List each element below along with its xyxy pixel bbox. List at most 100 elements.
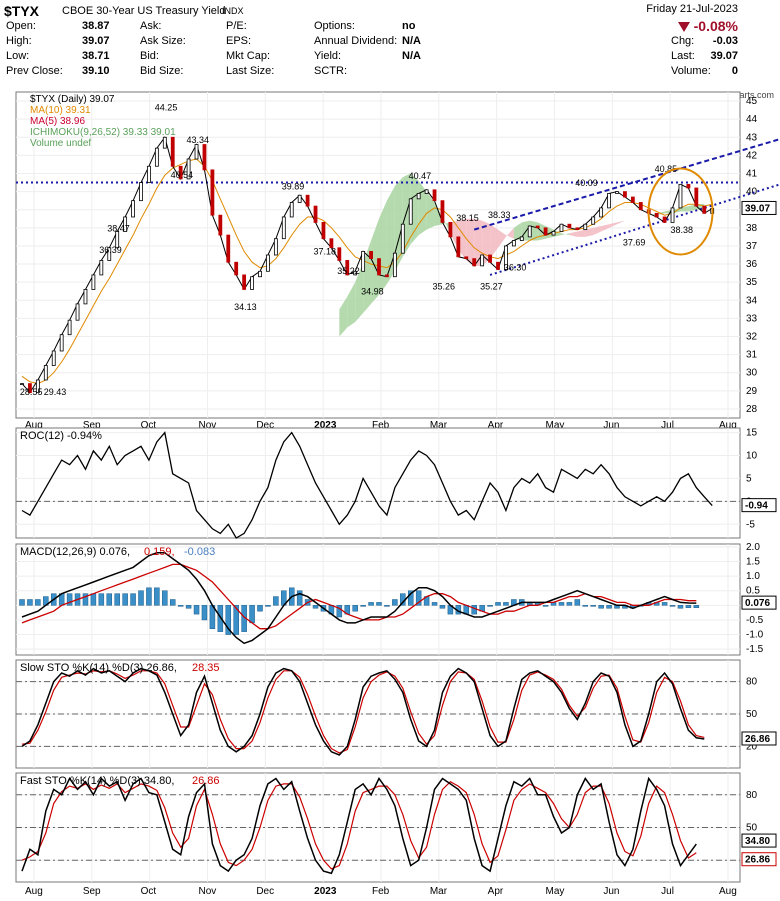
- macd-histogram-bar: [225, 605, 232, 635]
- ichimoku-cloud-segment: [474, 218, 483, 266]
- price-candle: [583, 223, 588, 231]
- ichimoku-cloud-segment: [363, 240, 372, 313]
- bottom-x-axis-month-label: Nov: [199, 886, 217, 897]
- price-candle: [377, 258, 381, 276]
- macd-histogram-bar: [169, 599, 176, 606]
- ichimoku-cloud-segment: [339, 296, 348, 337]
- slow-sto-panel-value-box: [741, 731, 777, 746]
- ichimoku-cloud-segment: [521, 220, 530, 241]
- macd-histogram-bar: [19, 599, 25, 606]
- price-candle: [337, 247, 342, 261]
- macd-histogram-bar: [407, 590, 414, 606]
- macd-histogram-bar: [162, 590, 168, 606]
- macd-axis-tick-label: 1.5: [746, 557, 760, 568]
- macd-panel-frame: [15, 543, 741, 656]
- quote-date: Friday 21-Jul-2023: [646, 3, 738, 15]
- macd-histogram-bar: [582, 605, 589, 607]
- bottom-x-axis-month-label: Aug: [719, 886, 737, 897]
- bottom-x-axis-month-label: Apr: [488, 886, 504, 897]
- value-options: no: [402, 20, 416, 32]
- value-volume: 0: [731, 65, 738, 77]
- price-candle: [385, 274, 389, 278]
- value-low: 38.71: [82, 50, 110, 62]
- price-candle: [273, 238, 278, 256]
- label-low: Low:: [6, 50, 30, 62]
- label-yield: Yield:: [314, 50, 342, 62]
- channel-upper-line: [473, 138, 780, 231]
- price-candle: [210, 169, 215, 216]
- price-annotation: 28.55: [20, 387, 43, 397]
- price-axis-tick-label: 33: [746, 313, 758, 324]
- price-candle: [678, 183, 683, 209]
- price-axis-tick-label: 40: [746, 187, 758, 198]
- price-candle: [107, 247, 112, 261]
- price-annotation: 37.69: [623, 237, 646, 247]
- price-candle: [361, 250, 366, 272]
- value-high: 39.07: [82, 35, 110, 47]
- price-axis-tick-label: 35: [746, 277, 758, 288]
- price-candle: [400, 223, 405, 254]
- macd-line: [21, 552, 697, 645]
- macd-histogram-bar: [693, 605, 700, 609]
- price-annotation: 40.54: [171, 170, 194, 180]
- price-axis-tick-label: 38: [746, 223, 758, 234]
- price-candle: [186, 158, 191, 180]
- ichimoku-cloud-segment: [505, 227, 514, 239]
- macd-histogram-bar: [82, 593, 89, 606]
- price-annotation: 29.43: [44, 387, 67, 397]
- price-axis-tick-label: 42: [746, 150, 758, 161]
- fast-sto-panel-legend-1: 26.86: [192, 775, 220, 787]
- ichimoku-cloud-segment: [371, 218, 379, 304]
- macd-axis-tick-label: -1.0: [746, 630, 764, 641]
- price-annotation: 39.89: [282, 182, 305, 192]
- price-panel-legend-3: ICHIMOKU(9,26,52) 39.33 39.01: [30, 127, 176, 138]
- price-candle: [242, 274, 247, 290]
- price-x-axis-month-label: Dec: [256, 420, 274, 431]
- price-candle: [567, 223, 572, 229]
- macd-panel-legend-2: -0.083: [184, 546, 215, 558]
- price-axis-tick-label: 36: [746, 259, 758, 270]
- macd-histogram-bar: [685, 605, 692, 608]
- price-panel-value-box: [741, 200, 777, 215]
- ma10-line: [21, 158, 713, 385]
- roc-panel-value-label: -0.94: [745, 501, 768, 512]
- price-candle: [313, 205, 318, 223]
- ichimoku-cloud-segment: [577, 229, 586, 237]
- macd-axis-tick-label: 1.0: [746, 571, 760, 582]
- macd-panel-value-label: 0.076: [745, 598, 770, 609]
- macd-histogram-bar: [257, 605, 263, 612]
- macd-panel-legend-0: MACD(12,26,9) 0.076,: [20, 546, 130, 558]
- price-candle: [178, 165, 183, 180]
- price-candle: [416, 193, 421, 200]
- price-axis-tick-label: 32: [746, 332, 758, 343]
- roc-axis-tick-label: -5: [746, 519, 755, 530]
- macd-histogram-bar: [352, 605, 358, 612]
- price-candle: [20, 383, 24, 385]
- price-axis-tick-label: 28: [746, 404, 758, 415]
- fast-sto-panel-value-label: 34.80: [745, 836, 770, 847]
- price-axis-tick-label: 45: [746, 96, 758, 107]
- label-pe: P/E:: [226, 20, 247, 32]
- macd-histogram-bar: [122, 593, 128, 606]
- slow-sto-axis-tick-label: 50: [746, 709, 758, 720]
- roc-panel-value-box: [741, 498, 777, 513]
- macd-histogram-bar: [66, 593, 73, 606]
- macd-histogram-bar: [146, 587, 152, 606]
- price-x-axis-month-label: Sep: [83, 420, 101, 431]
- macd-histogram-bar: [185, 605, 192, 609]
- price-annotation: 36.30: [504, 263, 527, 273]
- macd-histogram-bar: [542, 605, 549, 607]
- macd-histogram-bar: [606, 605, 612, 609]
- value-chg: -0.03: [712, 35, 738, 47]
- macd-histogram-bar: [90, 593, 97, 606]
- ichimoku-cloud-segment: [490, 224, 498, 259]
- roc-line: [21, 431, 713, 539]
- quote-header: $TYX CBOE 30-Year US Treasury Yield INDX…: [0, 0, 780, 92]
- ichimoku-cloud-segment: [529, 220, 538, 241]
- fast-sto-panel-2-value-label: 26.86: [745, 855, 770, 866]
- ichimoku-cloud-segment: [466, 218, 475, 266]
- macd-axis-tick-label: 0.5: [746, 586, 760, 597]
- price-candle: [250, 276, 254, 290]
- ichimoku-cloud-segment: [545, 226, 554, 239]
- macd-histogram-bar: [495, 602, 501, 606]
